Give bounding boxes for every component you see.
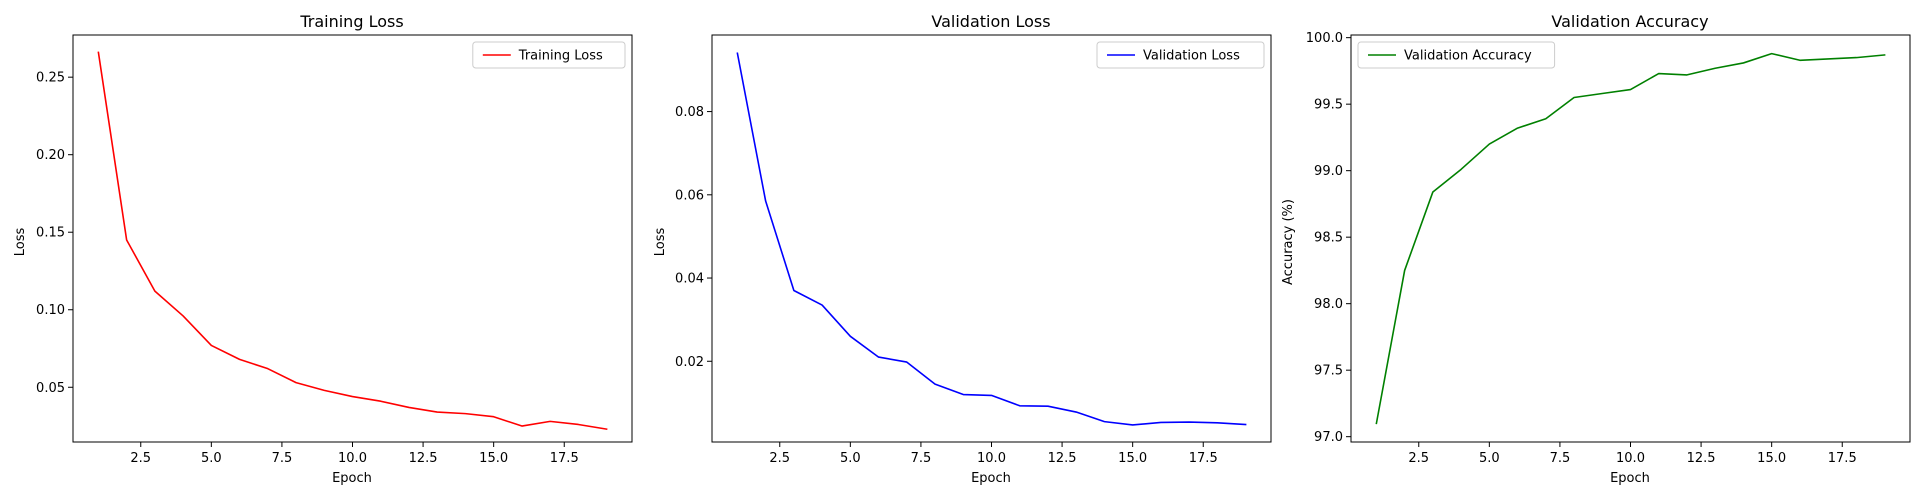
y-tick-label: 97.5 xyxy=(1314,364,1343,379)
x-tick-label: 5.0 xyxy=(201,451,222,466)
x-tick-label: 2.5 xyxy=(769,451,790,466)
chart-title: Validation Accuracy xyxy=(1551,12,1708,31)
legend: Training Loss xyxy=(472,41,626,69)
y-tick-label: 99.0 xyxy=(1314,164,1343,179)
y-tick-label: 0.06 xyxy=(675,188,704,203)
x-tick-label: 5.0 xyxy=(840,451,861,466)
legend-entry: Validation Loss xyxy=(1143,49,1240,64)
y-tick-label: 0.10 xyxy=(36,303,65,318)
y-tick-label: 0.08 xyxy=(675,105,704,120)
chart-title: Validation Loss xyxy=(931,12,1050,31)
plot-area: 2.5 5.0 7.5 10.0 12.5 15.0 17.5 0.05 0.10 0.15 0.2… xyxy=(36,34,633,466)
x-tick-label: 15.0 xyxy=(1757,451,1786,466)
x-tick-label: 5.0 xyxy=(1479,451,1500,466)
y-tick-label: 97.0 xyxy=(1314,430,1343,445)
y-tick-label: 0.15 xyxy=(36,226,65,241)
x-tick-label: 15.0 xyxy=(479,451,508,466)
legend-box xyxy=(1357,41,1556,69)
x-tick-label: 12.5 xyxy=(1687,451,1716,466)
legend-box xyxy=(472,41,626,69)
y-tick-label: 0.04 xyxy=(675,272,704,287)
legend: Validation Accuracy xyxy=(1357,41,1556,69)
axes-frame xyxy=(72,34,633,443)
legend-entry: Validation Accuracy xyxy=(1404,49,1532,64)
x-tick-label: 17.5 xyxy=(1828,451,1857,466)
plot-area: 2.5 5.0 7.5 10.0 12.5 15.0 17.5 0.02 0.04 0.06 0.0… xyxy=(675,34,1272,466)
y-axis-label: Loss xyxy=(13,228,28,257)
series-line xyxy=(736,52,1247,426)
y-axis-label: Loss xyxy=(653,228,668,257)
series-line xyxy=(1375,52,1886,425)
subplot-training-loss: Training Loss 2.5 5.0 7.5 10.0 12.5 15.0 17.5 0… xyxy=(13,12,633,486)
y-tick-label: 98.5 xyxy=(1314,231,1343,246)
x-tick-label: 2.5 xyxy=(130,451,151,466)
x-axis-label: Epoch xyxy=(1610,471,1650,486)
y-tick-label: 100.0 xyxy=(1306,31,1343,46)
x-tick-label: 10.0 xyxy=(1616,451,1645,466)
plot-area: 2.5 5.0 7.5 10.0 12.5 15.0 17.5 97.0 97.5 98.0 98.… xyxy=(1306,31,1911,466)
x-tick-label: 17.5 xyxy=(550,451,579,466)
y-tick-label: 0.20 xyxy=(36,148,65,163)
y-tick-label: 99.5 xyxy=(1314,98,1343,113)
y-tick-label: 0.25 xyxy=(36,71,65,86)
x-tick-label: 15.0 xyxy=(1118,451,1147,466)
series-line xyxy=(97,51,608,431)
x-axis-label: Epoch xyxy=(332,471,372,486)
axes-frame xyxy=(1350,34,1911,443)
x-tick-label: 7.5 xyxy=(911,451,932,466)
y-tick-label: 0.05 xyxy=(36,381,65,396)
subplot-validation-loss: Validation Loss 2.5 5.0 7.5 10.0 12.5 15.0 17.… xyxy=(653,12,1272,486)
y-axis-label: Accuracy (%) xyxy=(1281,199,1296,285)
x-tick-label: 10.0 xyxy=(338,451,367,466)
x-tick-label: 12.5 xyxy=(1048,451,1077,466)
x-tick-label: 17.5 xyxy=(1189,451,1218,466)
x-tick-label: 10.0 xyxy=(977,451,1006,466)
x-axis-label: Epoch xyxy=(971,471,1011,486)
y-tick-label: 98.0 xyxy=(1314,297,1343,312)
legend-entry: Training Loss xyxy=(518,49,603,64)
chart-title: Training Loss xyxy=(299,12,403,31)
x-tick-label: 2.5 xyxy=(1408,451,1429,466)
subplot-validation-accuracy: Validation Accuracy 2.5 5.0 7.5 10.0 12.5 15.… xyxy=(1281,12,1911,486)
legend-box xyxy=(1096,41,1265,69)
legend: Validation Loss xyxy=(1096,41,1265,69)
axes-frame xyxy=(711,34,1272,443)
x-tick-label: 7.5 xyxy=(1550,451,1571,466)
x-tick-label: 7.5 xyxy=(272,451,293,466)
y-tick-label: 0.02 xyxy=(675,355,704,370)
x-tick-label: 12.5 xyxy=(409,451,438,466)
